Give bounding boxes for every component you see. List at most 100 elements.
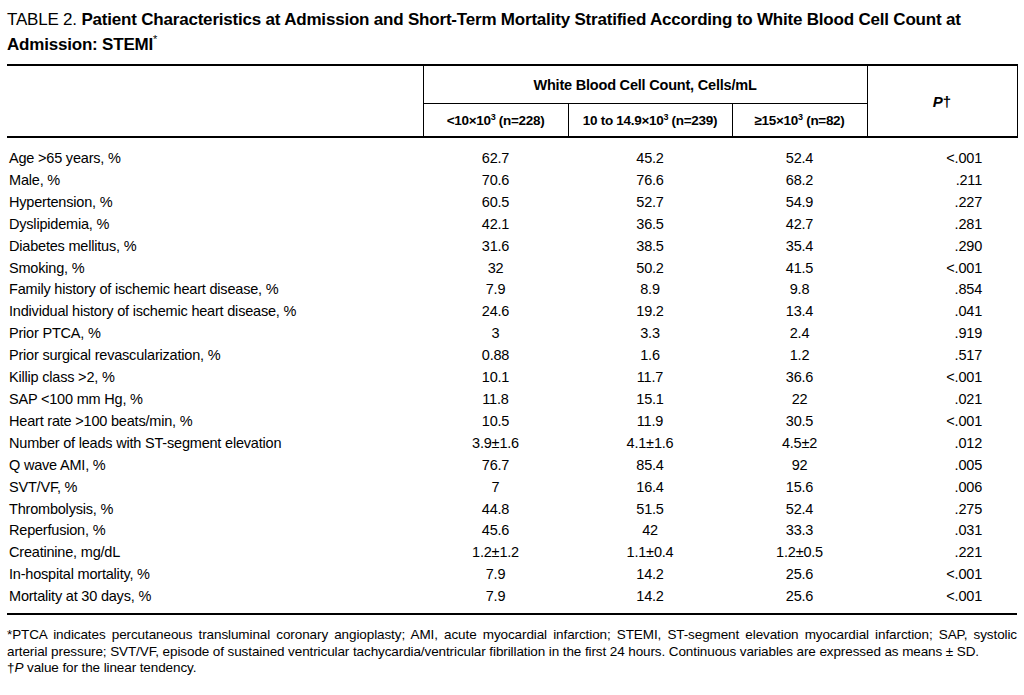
value-cell: 45.6 [423,520,568,542]
value-cell: 11.8 [423,389,568,411]
row-label-cell: Mortality at 30 days, % [7,586,423,614]
column-header-n: (n=82) [803,113,845,128]
value-cell: 38.5 [568,236,732,258]
p-value-cell: .221 [867,542,1017,564]
value-cell: 30.5 [732,411,867,433]
value-cell: 14.2 [568,564,732,586]
table-row: Male, % 70.6 76.6 68.2 .211 [7,170,1017,192]
value-cell: 11.9 [568,411,732,433]
p-value-cell: <.001 [867,586,1017,614]
value-cell: 76.6 [568,170,732,192]
row-label-cell: Reperfusion, % [7,520,423,542]
p-value-cell: .227 [867,192,1017,214]
p-value-cell: .919 [867,323,1017,345]
column-header-n: (n=239) [668,113,717,128]
p-value-cell: .281 [867,214,1017,236]
value-cell: 25.6 [732,586,867,614]
row-label-cell: Age >65 years, % [7,137,423,170]
value-cell: 1.2±1.2 [423,542,568,564]
p-value-cell: .021 [867,389,1017,411]
column-header-wbc-low: <10×103 (n=228) [423,104,568,138]
value-cell: 13.4 [732,301,867,323]
table-row: Heart rate >100 beats/min, % 10.5 11.9 3… [7,411,1017,433]
p-value-cell: <.001 [867,411,1017,433]
value-cell: 54.9 [732,192,867,214]
value-cell: 1.2±0.5 [732,542,867,564]
row-label-cell: In-hospital mortality, % [7,564,423,586]
value-cell: 52.7 [568,192,732,214]
table-row: Hypertension, % 60.5 52.7 54.9 .227 [7,192,1017,214]
value-cell: 3.3 [568,323,732,345]
footnote-pvalue: †P value for the linear tendency. [7,660,1017,677]
dagger-marker: † [943,93,951,110]
p-value-cell: .006 [867,477,1017,499]
row-label-cell: Male, % [7,170,423,192]
table-row: Thrombolysis, % 44.8 51.5 52.4 .275 [7,499,1017,521]
column-header-text: 10 to 14.9×10 [583,113,664,128]
p-value-cell: .041 [867,301,1017,323]
value-cell: 24.6 [423,301,568,323]
value-cell: 32 [423,258,568,280]
table-row: Dyslipidemia, % 42.1 36.5 42.7 .281 [7,214,1017,236]
value-cell: 22 [732,389,867,411]
p-value-cell: <.001 [867,258,1017,280]
table-number: TABLE 2. [7,10,81,29]
value-cell: 7.9 [423,564,568,586]
stub-header-cell [7,65,423,137]
column-header-text: <10×10 [447,113,491,128]
table-row: Prior surgical revascularization, % 0.88… [7,345,1017,367]
table-row: Number of leads with ST-segment elevatio… [7,433,1017,455]
value-cell: 42.7 [732,214,867,236]
p-value-cell: .290 [867,236,1017,258]
p-label: P [14,660,23,675]
value-cell: 25.6 [732,564,867,586]
value-cell: 52.4 [732,499,867,521]
p-header-cell: P† [867,65,1017,137]
value-cell: 76.7 [423,455,568,477]
group-header-cell: White Blood Cell Count, Cells/mL [423,65,867,104]
table-row: Prior PTCA, % 3 3.3 2.4 .919 [7,323,1017,345]
value-cell: 7 [423,477,568,499]
value-cell: 7.9 [423,279,568,301]
value-cell: 11.7 [568,367,732,389]
row-label-cell: Family history of ischemic heart disease… [7,279,423,301]
p-value-cell: .005 [867,455,1017,477]
column-header-wbc-high: ≥15×103 (n=82) [732,104,867,138]
value-cell: 70.6 [423,170,568,192]
p-value-cell: <.001 [867,367,1017,389]
table-row: Mortality at 30 days, % 7.9 14.2 25.6 <.… [7,586,1017,614]
row-label-cell: Individual history of ischemic heart dis… [7,301,423,323]
row-label-cell: Q wave AMI, % [7,455,423,477]
value-cell: 51.5 [568,499,732,521]
value-cell: 1.1±0.4 [568,542,732,564]
row-label-cell: SVT/VF, % [7,477,423,499]
value-cell: 19.2 [568,301,732,323]
value-cell: 3.9±1.6 [423,433,568,455]
value-cell: 42 [568,520,732,542]
p-value-cell: .517 [867,345,1017,367]
row-label-cell: Heart rate >100 beats/min, % [7,411,423,433]
value-cell: 7.9 [423,586,568,614]
value-cell: 10.1 [423,367,568,389]
row-label-cell: Prior surgical revascularization, % [7,345,423,367]
table-body: Age >65 years, % 62.7 45.2 52.4 <.001 Ma… [7,137,1017,614]
p-value-cell: .211 [867,170,1017,192]
page-title: TABLE 2. Patient Characteristics at Admi… [7,7,1017,57]
table-row: Smoking, % 32 50.2 41.5 <.001 [7,258,1017,280]
row-label-cell: Creatinine, mg/dL [7,542,423,564]
data-table: White Blood Cell Count, Cells/mL P† <10×… [7,64,1018,615]
value-cell: 10.5 [423,411,568,433]
value-cell: 44.8 [423,499,568,521]
table-row: Q wave AMI, % 76.7 85.4 92 .005 [7,455,1017,477]
table-row: SAP <100 mm Hg, % 11.8 15.1 22 .021 [7,389,1017,411]
table-row: Age >65 years, % 62.7 45.2 52.4 <.001 [7,137,1017,170]
p-value-cell: .275 [867,499,1017,521]
table-row: Killip class >2, % 10.1 11.7 36.6 <.001 [7,367,1017,389]
row-label-cell: Thrombolysis, % [7,499,423,521]
row-label-cell: Dyslipidemia, % [7,214,423,236]
value-cell: 85.4 [568,455,732,477]
value-cell: 3 [423,323,568,345]
value-cell: 31.6 [423,236,568,258]
value-cell: 92 [732,455,867,477]
p-value-cell: .031 [867,520,1017,542]
